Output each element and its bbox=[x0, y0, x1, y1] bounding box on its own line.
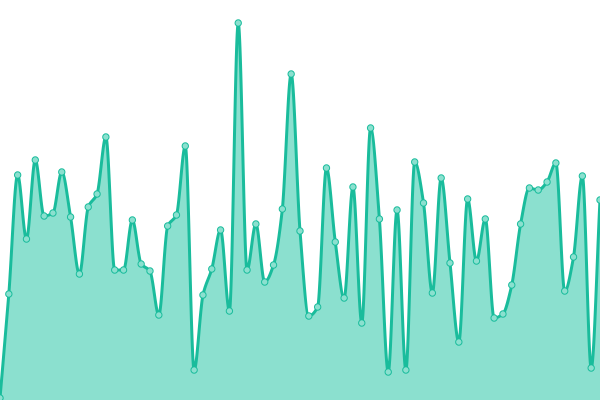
data-point bbox=[534, 186, 542, 194]
data-point bbox=[208, 265, 216, 273]
data-point bbox=[252, 220, 260, 228]
data-point bbox=[393, 206, 401, 214]
data-point bbox=[437, 174, 445, 182]
data-point bbox=[419, 199, 428, 207]
data-point bbox=[163, 222, 172, 230]
data-point bbox=[472, 257, 481, 265]
data-point bbox=[234, 19, 242, 27]
data-point bbox=[75, 270, 84, 278]
data-point bbox=[366, 124, 375, 132]
data-point bbox=[331, 238, 339, 246]
data-point bbox=[40, 212, 48, 220]
data-point bbox=[358, 319, 366, 327]
data-point bbox=[349, 183, 357, 191]
data-point bbox=[269, 261, 278, 269]
data-point bbox=[58, 168, 66, 176]
data-point bbox=[5, 290, 13, 298]
data-point bbox=[508, 281, 516, 289]
data-point bbox=[384, 368, 392, 376]
data-point bbox=[543, 178, 551, 186]
data-point bbox=[66, 213, 75, 221]
data-point bbox=[313, 303, 322, 311]
data-point bbox=[569, 253, 578, 261]
series-area-fill bbox=[0, 23, 600, 400]
data-point bbox=[261, 278, 269, 286]
data-point bbox=[455, 338, 463, 346]
data-point bbox=[561, 287, 569, 295]
data-point bbox=[22, 235, 31, 243]
data-point bbox=[0, 394, 4, 400]
data-point bbox=[296, 227, 304, 235]
data-point bbox=[93, 190, 101, 198]
data-point bbox=[111, 266, 119, 274]
data-point bbox=[128, 216, 137, 224]
data-point bbox=[13, 171, 22, 179]
data-point bbox=[587, 364, 595, 372]
data-point bbox=[225, 307, 234, 315]
data-point bbox=[402, 366, 410, 374]
data-point bbox=[490, 314, 498, 322]
data-point bbox=[243, 266, 251, 274]
data-point bbox=[446, 259, 454, 267]
data-point bbox=[428, 289, 437, 297]
data-point bbox=[525, 184, 534, 192]
data-point bbox=[516, 220, 525, 228]
data-point bbox=[102, 133, 110, 141]
data-point bbox=[216, 226, 225, 234]
data-point bbox=[155, 311, 163, 319]
data-point bbox=[305, 312, 313, 320]
data-point bbox=[84, 203, 92, 211]
data-point bbox=[49, 209, 57, 217]
data-point bbox=[499, 310, 507, 318]
data-point bbox=[146, 267, 154, 275]
data-points bbox=[0, 19, 600, 400]
data-point bbox=[375, 215, 384, 223]
data-point bbox=[190, 366, 198, 374]
data-point bbox=[463, 195, 472, 203]
data-point bbox=[137, 260, 145, 268]
data-point bbox=[578, 172, 587, 180]
data-point bbox=[119, 266, 128, 274]
data-point bbox=[31, 156, 39, 164]
data-point bbox=[552, 159, 560, 167]
data-point bbox=[199, 291, 207, 299]
data-point bbox=[172, 211, 181, 219]
data-point bbox=[181, 142, 189, 150]
data-point bbox=[481, 215, 489, 223]
data-point bbox=[287, 70, 295, 78]
data-point bbox=[322, 164, 331, 172]
data-point bbox=[340, 294, 348, 302]
data-point bbox=[278, 205, 287, 213]
data-point bbox=[411, 158, 419, 166]
